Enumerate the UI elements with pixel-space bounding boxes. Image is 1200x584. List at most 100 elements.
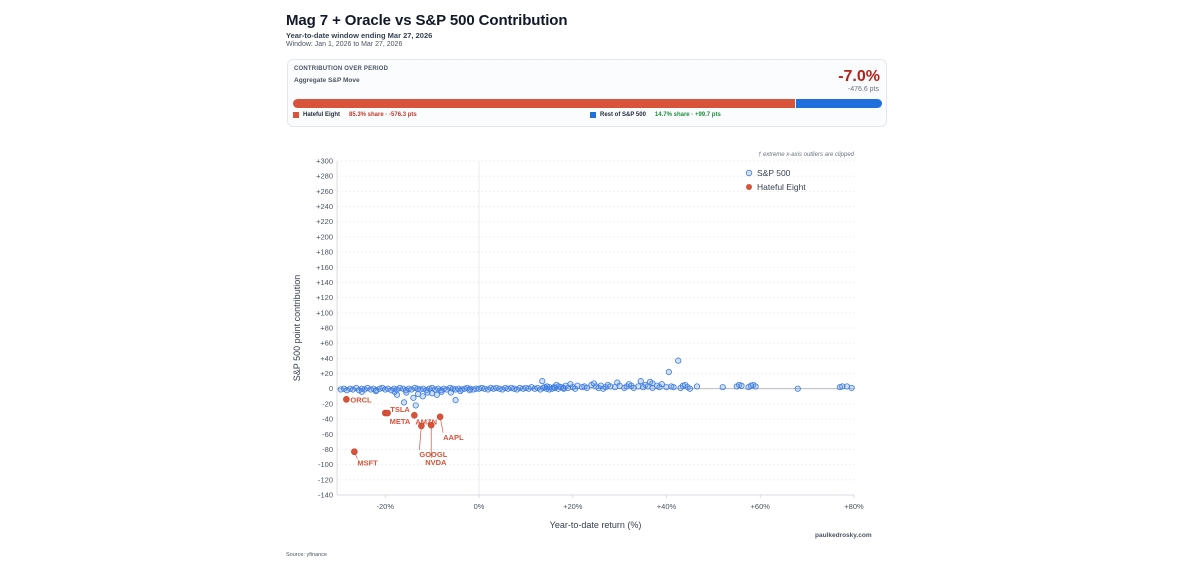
legend-hateful-eight-marker-icon bbox=[746, 184, 752, 190]
sp500-point bbox=[412, 402, 419, 409]
sp500-point bbox=[752, 383, 759, 390]
sp500-point bbox=[372, 387, 380, 395]
sp500-point bbox=[364, 384, 371, 392]
sp500-point bbox=[635, 383, 642, 390]
legend-rest-of-sp500: Rest of S&P 500 14.7% share · +99.7 pts bbox=[590, 112, 721, 118]
y-tick-label: +240 bbox=[316, 202, 333, 211]
sp500-point bbox=[675, 357, 682, 364]
hateful-eight-point bbox=[436, 413, 444, 421]
sp500-point bbox=[848, 384, 855, 392]
sp500-point bbox=[658, 381, 665, 388]
y-tick-label: +40 bbox=[320, 354, 333, 363]
point-label-googl: GOOGL bbox=[419, 450, 447, 459]
sp500-point bbox=[433, 391, 440, 398]
hateful-eight-label: Hateful Eight bbox=[303, 112, 340, 118]
y-tick-label: -100 bbox=[318, 460, 333, 469]
share-bar bbox=[293, 99, 882, 108]
y-tick-label: 0 bbox=[329, 384, 333, 393]
outlier-note: † extreme x-axis outliers are clipped bbox=[758, 152, 855, 158]
sp500-point bbox=[528, 384, 535, 391]
x-tick-label: +60% bbox=[751, 502, 771, 511]
sp500-point bbox=[343, 387, 350, 394]
share-bar-hateful-eight bbox=[293, 99, 795, 108]
hateful-eight-point bbox=[427, 421, 435, 429]
hateful-eight-point bbox=[384, 409, 391, 417]
grid-lines bbox=[337, 160, 854, 496]
sp500-point bbox=[349, 386, 357, 393]
sp500-point bbox=[637, 378, 644, 385]
y-tick-label: +200 bbox=[316, 232, 333, 241]
y-tick-label: -80 bbox=[322, 445, 333, 454]
sp500-point bbox=[665, 368, 672, 376]
sp500-point bbox=[670, 384, 677, 391]
point-label-tsla: TSLA bbox=[390, 405, 410, 414]
rest-label: Rest of S&P 500 bbox=[600, 112, 646, 118]
sp500-point bbox=[410, 394, 417, 401]
point-label-meta: META bbox=[390, 417, 411, 426]
hateful-eight-point bbox=[351, 448, 358, 456]
legend-hateful-eight: Hateful Eight 85.3% share · -576.3 pts bbox=[293, 112, 417, 118]
x-tick-labels: -20% 0% +20% +40% +60% +80% bbox=[377, 495, 864, 511]
sp500-point bbox=[583, 384, 590, 392]
total-points-move: -476.6 pts bbox=[847, 86, 879, 93]
summary-heading: CONTRIBUTION OVER PERIOD bbox=[294, 66, 389, 72]
y-tick-label: +140 bbox=[316, 278, 333, 287]
y-tick-label: +20 bbox=[320, 369, 333, 378]
sp500-point bbox=[719, 384, 726, 391]
sp500-point bbox=[794, 385, 801, 392]
y-tick-label: +180 bbox=[316, 248, 333, 257]
x-axis-label: Year-to-date return (%) bbox=[550, 520, 642, 530]
scatter-chart: +300+280+260+240+220+200+180+160+140+120… bbox=[292, 152, 864, 530]
x-tick-label: +40% bbox=[657, 502, 677, 511]
hateful-eight-point bbox=[411, 411, 418, 419]
legend-sp500-label: S&P 500 bbox=[757, 168, 791, 178]
sp500-point bbox=[663, 384, 670, 391]
y-tick-label: -60 bbox=[322, 430, 333, 439]
contribution-summary-card: CONTRIBUTION OVER PERIOD Aggregate S&P M… bbox=[287, 59, 887, 127]
y-tick-label: +120 bbox=[316, 293, 333, 302]
sp500-point bbox=[466, 387, 473, 394]
sp500-point bbox=[447, 389, 454, 396]
window-range: Window: Jan 1, 2026 to Mar 27, 2026 bbox=[286, 41, 403, 48]
point-label-nvda: NVDA bbox=[425, 458, 447, 467]
summary-subheading: Aggregate S&P Move bbox=[294, 77, 360, 84]
axes bbox=[336, 161, 854, 496]
sp500-point bbox=[438, 388, 445, 395]
leader-line bbox=[419, 425, 422, 450]
y-tick-label: +260 bbox=[316, 187, 333, 196]
sp500-point bbox=[419, 393, 426, 400]
sp500-point bbox=[403, 389, 410, 396]
sp500-point bbox=[443, 386, 450, 393]
rest-stat: 14.7% share · +99.7 pts bbox=[654, 112, 721, 118]
point-label-amzn: AMZN bbox=[415, 417, 437, 426]
point-label-aapl: AAPL bbox=[443, 433, 464, 442]
y-tick-label: +220 bbox=[316, 217, 333, 226]
y-tick-labels: +300+280+260+240+220+200+180+160+140+120… bbox=[316, 157, 333, 500]
y-tick-label: +60 bbox=[320, 339, 333, 348]
page-subtitle: Year-to-date window ending Mar 27, 2026 bbox=[286, 31, 433, 40]
sp500-point bbox=[686, 385, 694, 392]
hateful-eight-point bbox=[418, 422, 425, 430]
sp500-point bbox=[384, 385, 392, 392]
sp500-point bbox=[738, 382, 745, 389]
y-tick-label: +160 bbox=[316, 263, 333, 272]
y-tick-label: +100 bbox=[316, 308, 333, 317]
x-tick-label: +80% bbox=[844, 502, 864, 511]
x-tick-label: -20% bbox=[377, 502, 395, 511]
x-tick-label: 0% bbox=[474, 502, 485, 511]
sp500-point bbox=[839, 383, 846, 390]
x-tick-label: +20% bbox=[563, 502, 583, 511]
rest-swatch-icon bbox=[590, 112, 596, 118]
sp500-series bbox=[337, 357, 855, 409]
point-label-orcl: ORCL bbox=[350, 395, 372, 404]
sp500-point bbox=[424, 389, 431, 396]
y-tick-label: -20 bbox=[322, 399, 333, 408]
sp500-point bbox=[457, 387, 464, 395]
sp500-point bbox=[649, 380, 656, 387]
sp500-point bbox=[693, 383, 701, 390]
sp500-point bbox=[358, 388, 365, 395]
legend-sp500-marker-icon bbox=[745, 169, 753, 177]
y-tick-label: +80 bbox=[320, 324, 333, 333]
y-tick-label: +300 bbox=[316, 157, 333, 166]
